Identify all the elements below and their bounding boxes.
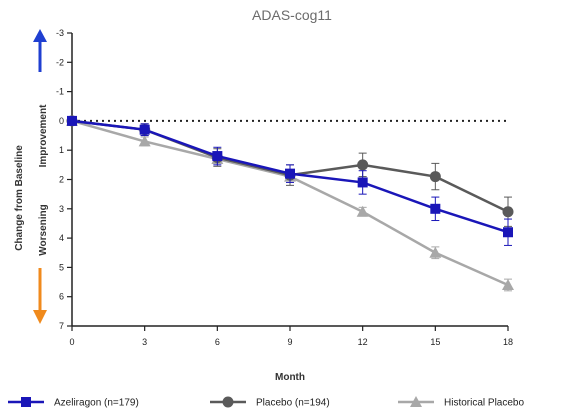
legend-marker [21, 397, 31, 407]
data-point [138, 135, 151, 147]
data-point [502, 278, 514, 290]
data-point [502, 206, 514, 218]
data-point [212, 151, 223, 162]
data-point [356, 205, 369, 217]
data-point [357, 177, 368, 188]
x-tick-label: 18 [503, 337, 513, 347]
y-tick-label: 2 [59, 175, 64, 185]
legend-label: Placebo (n=194) [256, 398, 330, 409]
x-tick-label: 15 [430, 337, 440, 347]
y-tick-label: 5 [59, 262, 64, 272]
x-tick-label: 9 [287, 337, 292, 347]
legend: Azeliragon (n=179) Placebo (n=194) Histori… [8, 396, 524, 409]
data-point [429, 171, 441, 183]
data-point [139, 124, 150, 135]
y-axis-improvement-label: Improvement [38, 104, 49, 167]
legend-item: Historical Placebo [398, 396, 524, 409]
y-tick-label: -3 [56, 28, 64, 38]
legend-label: Historical Placebo [444, 398, 524, 409]
y-axis-worsening-label: Worsening [38, 204, 49, 255]
x-tick-label: 3 [142, 337, 147, 347]
legend-marker [410, 396, 422, 407]
legend-item: Azeliragon (n=179) [8, 397, 139, 409]
chart-title: ADAS-cog11 [252, 7, 332, 23]
legend-label: Azeliragon (n=179) [54, 398, 139, 409]
y-tick-label: -2 [56, 57, 64, 67]
x-tick-label: 0 [69, 337, 74, 347]
y-tick-label: 3 [59, 204, 64, 214]
y-tick-label: 7 [59, 321, 64, 331]
y-tick-label: 6 [59, 292, 64, 302]
x-axis-label: Month [275, 372, 305, 383]
improvement-arrow-icon [33, 29, 47, 72]
y-tick-label: 4 [59, 233, 64, 243]
y-tick-label: 0 [59, 116, 64, 126]
x-tick-label: 6 [215, 337, 220, 347]
y-tick-label: -1 [56, 87, 64, 97]
data-point [67, 115, 77, 126]
data-point [503, 227, 513, 238]
data-point [430, 203, 441, 214]
y-tick-label: 1 [59, 145, 64, 155]
data-point [285, 168, 295, 179]
series-triangle [66, 114, 514, 292]
worsening-arrow-icon [33, 268, 47, 324]
legend-marker [222, 396, 234, 408]
y-axis-label: Change from Baseline [14, 145, 25, 251]
series-square [67, 115, 513, 246]
data-point [357, 159, 369, 171]
data-point [429, 246, 442, 258]
series-layer [66, 114, 514, 292]
legend-item: Placebo (n=194) [210, 396, 330, 409]
x-tick-label: 12 [358, 337, 368, 347]
series-line [71, 119, 509, 287]
